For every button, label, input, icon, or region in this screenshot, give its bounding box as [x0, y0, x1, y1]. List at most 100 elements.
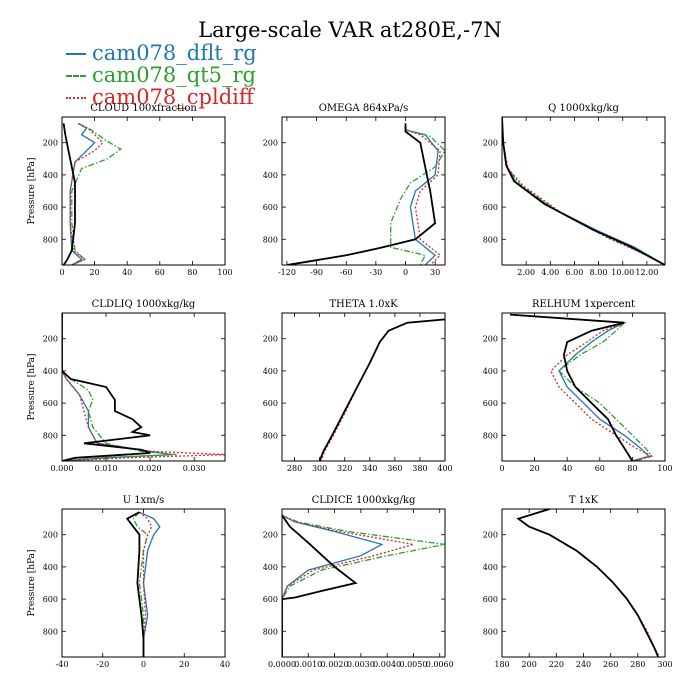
x-tick-label: 0.020 — [139, 464, 162, 473]
plot-frame — [501, 312, 666, 462]
x-tick-label: 0.0030 — [347, 660, 375, 669]
y-tick-label: 800 — [263, 235, 278, 244]
y-tick-label: 400 — [43, 367, 58, 376]
x-tick-label: 180 — [494, 660, 509, 669]
y-tick-label: 800 — [43, 627, 58, 636]
x-tick-label: 260 — [603, 660, 618, 669]
x-tick-label: 0.0040 — [373, 660, 401, 669]
panel-title: CLDLIQ 1000xkg/kg — [92, 299, 196, 310]
y-tick-label: 200 — [263, 139, 278, 148]
x-tick-label: 0.000 — [51, 464, 74, 473]
series-line-2 — [62, 313, 177, 461]
x-tick-label: 40 — [220, 660, 230, 669]
y-axis-label: Pressure [hPa] — [27, 353, 37, 420]
y-tick-label: 400 — [483, 171, 498, 180]
panel-2: OMEGA 864xPa/s -120 -90 -60 -30 0 30 200 400 600 8… — [263, 103, 446, 277]
y-tick-label: 800 — [483, 627, 498, 636]
x-tick-label: 380 — [412, 464, 427, 473]
x-tick-label: 0.0010 — [294, 660, 322, 669]
y-tick-label: 600 — [43, 595, 58, 604]
series-line-3 — [62, 313, 225, 461]
y-tick-label: 800 — [483, 235, 498, 244]
series-line-4 — [516, 509, 660, 657]
x-tick-label: 0.0000 — [268, 660, 296, 669]
x-tick-label: -60 — [340, 268, 353, 277]
y-tick-label: 600 — [43, 203, 58, 212]
x-tick-label: 200 — [522, 660, 537, 669]
y-tick-label: 200 — [43, 335, 58, 344]
x-tick-label: 8.00 — [590, 268, 608, 277]
x-tick-label: 0.0060 — [426, 660, 454, 669]
series-line-4 — [62, 123, 76, 265]
plot-frame — [281, 116, 446, 266]
y-tick-label: 400 — [43, 171, 58, 180]
y-tick-label: 600 — [263, 399, 278, 408]
y-tick-label: 400 — [263, 367, 278, 376]
x-tick-label: -90 — [310, 268, 323, 277]
series-line-1 — [404, 123, 439, 265]
x-tick-label: 320 — [337, 464, 352, 473]
panel-title: T 1xK — [569, 495, 599, 506]
y-tick-label: 200 — [263, 531, 278, 540]
series-line-1 — [318, 318, 445, 461]
series-line-3 — [320, 318, 445, 461]
x-tick-label: 80 — [627, 464, 637, 473]
y-tick-label: 600 — [483, 203, 498, 212]
series-line-3 — [404, 123, 442, 265]
y-tick-label: 200 — [263, 335, 278, 344]
x-tick-label: -30 — [369, 268, 382, 277]
x-tick-label: 20 — [179, 660, 189, 669]
x-tick-label: 0.0020 — [321, 660, 349, 669]
panel-8: CLDICE 1000xkg/kg 0.00000.00100.00200.003… — [263, 495, 454, 669]
series-line-1 — [282, 514, 384, 657]
page-title: Large-scale VAR at280E,-7N — [198, 18, 502, 42]
x-tick-label: 400 — [437, 464, 452, 473]
plot-frame — [501, 508, 666, 658]
panel-title: THETA 1.0xK — [329, 299, 398, 310]
x-tick-label: 30 — [430, 268, 440, 277]
x-tick-label: 100 — [217, 268, 232, 277]
x-tick-label: 40 — [122, 268, 132, 277]
x-tick-label: 0 — [403, 268, 408, 277]
x-tick-label: -40 — [56, 660, 69, 669]
y-tick-label: 600 — [43, 399, 58, 408]
y-tick-label: 600 — [483, 399, 498, 408]
legend-item-qt5: cam078_qt5_rg — [92, 63, 257, 87]
panel-title: U 1xm/s — [123, 495, 165, 506]
series-line-3 — [510, 313, 654, 461]
panel-title: CLDICE 1000xkg/kg — [312, 495, 416, 506]
x-tick-label: 20 — [90, 268, 100, 277]
y-tick-label: 800 — [483, 431, 498, 440]
y-tick-label: 600 — [483, 595, 498, 604]
x-tick-label: 360 — [387, 464, 402, 473]
y-tick-label: 200 — [43, 531, 58, 540]
y-tick-label: 400 — [483, 367, 498, 376]
series-line-1 — [139, 511, 161, 657]
panel-title: RELHUM 1xpercent — [532, 299, 635, 310]
x-tick-label: 0 — [59, 268, 64, 277]
x-tick-label: -20 — [96, 660, 109, 669]
series-line-3 — [282, 514, 414, 657]
x-tick-label: 240 — [576, 660, 591, 669]
x-tick-label: 300 — [312, 464, 327, 473]
x-tick-label: 2.00 — [517, 268, 535, 277]
x-tick-label: 60 — [155, 268, 165, 277]
plot-frame — [281, 312, 446, 462]
x-tick-label: 0 — [499, 464, 504, 473]
y-tick-label: 400 — [263, 563, 278, 572]
y-tick-label: 800 — [263, 431, 278, 440]
y-axis-label: Pressure [hPa] — [27, 549, 37, 616]
y-tick-label: 200 — [483, 139, 498, 148]
legend-line-dflt — [66, 53, 86, 55]
x-tick-label: 4.00 — [541, 268, 559, 277]
y-tick-label: 400 — [483, 563, 498, 572]
panel-7: U 1xm/s Pressure [hPa] -40 -20 0 20 40 200 400 60… — [27, 495, 230, 669]
plot-frame — [501, 116, 666, 266]
series-line-4 — [282, 514, 358, 657]
x-tick-label: 0 — [141, 660, 146, 669]
x-tick-label: 12.00 — [635, 268, 658, 277]
series-line-4 — [318, 318, 445, 461]
series-line-1 — [510, 313, 650, 461]
series-line-3 — [138, 511, 153, 657]
